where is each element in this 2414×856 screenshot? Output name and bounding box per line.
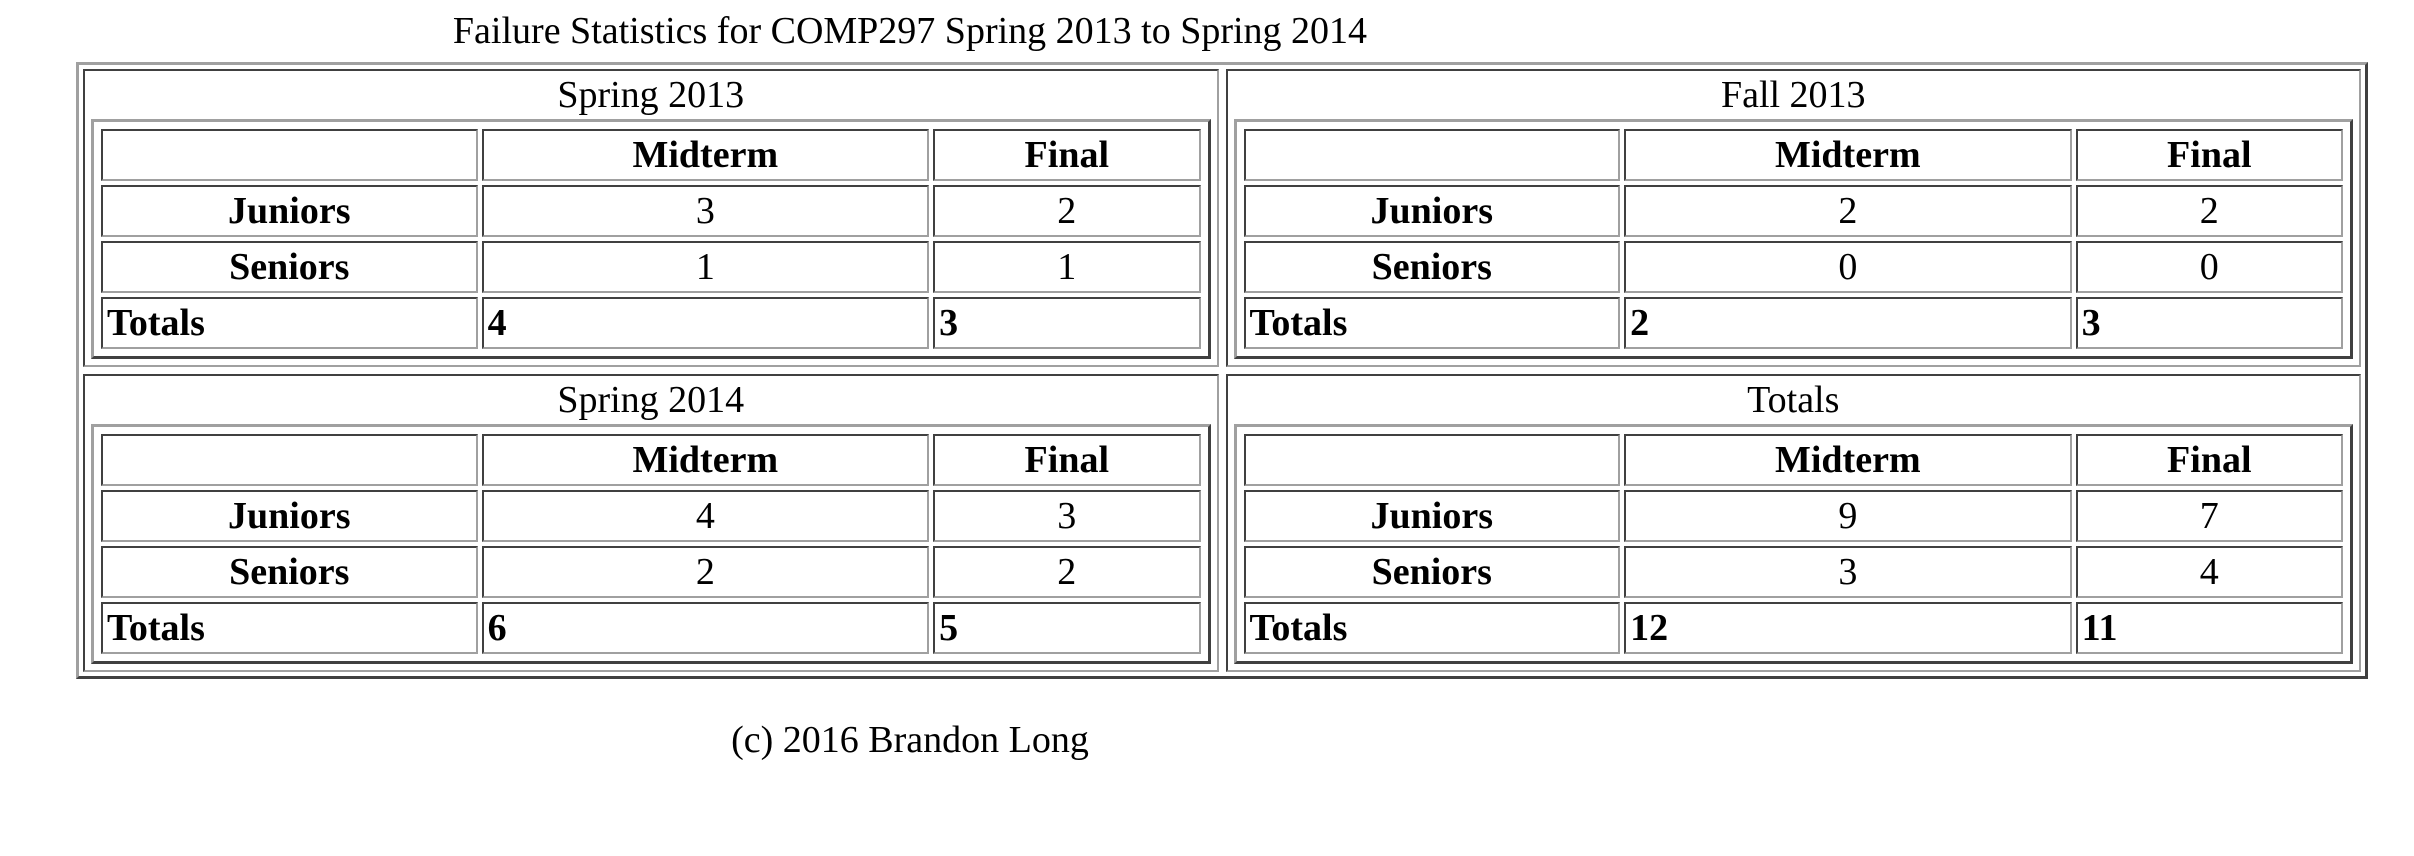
seniors-final-value: 4 — [2075, 546, 2343, 598]
totals-row: Totals 6 5 — [101, 602, 1201, 654]
juniors-label: Juniors — [101, 490, 478, 542]
seniors-midterm-value: 2 — [481, 546, 930, 598]
juniors-final-value: 2 — [2075, 185, 2343, 237]
juniors-midterm-value: 9 — [1624, 490, 2072, 542]
totals-label: Totals — [101, 602, 478, 654]
final-header: Final — [933, 434, 1201, 486]
juniors-midterm-value: 2 — [1624, 185, 2072, 237]
seniors-label: Seniors — [101, 241, 478, 293]
totals-final-value: 3 — [2075, 297, 2343, 349]
blank-header-cell — [101, 434, 478, 486]
seniors-label: Seniors — [101, 546, 478, 598]
juniors-label: Juniors — [101, 185, 478, 237]
term-table: Midterm Final Juniors 4 3 Seniors 2 2 To… — [91, 424, 1211, 664]
totals-label: Totals — [1243, 602, 1621, 654]
term-panel-spring-2014: Spring 2014 Midterm Final Juniors 4 3 Se… — [83, 374, 1219, 672]
header-row: Midterm Final — [1243, 434, 2343, 486]
table-row: Juniors 3 2 — [101, 185, 1201, 237]
table-row: Seniors 1 1 — [101, 241, 1201, 293]
totals-row: Totals 12 11 — [1243, 602, 2343, 654]
totals-midterm-value: 2 — [1624, 297, 2072, 349]
page-title: Failure Statistics for COMP297 Spring 20… — [452, 10, 1368, 52]
seniors-midterm-value: 0 — [1624, 241, 2072, 293]
final-header: Final — [2075, 129, 2343, 181]
blank-header-cell — [1243, 129, 1621, 181]
midterm-header: Midterm — [1624, 129, 2072, 181]
totals-final-value: 5 — [933, 602, 1201, 654]
table-row: Seniors 0 0 — [1243, 241, 2343, 293]
blank-header-cell — [1243, 434, 1621, 486]
term-table: Midterm Final Juniors 3 2 Seniors 1 1 To… — [91, 119, 1211, 359]
header-row: Midterm Final — [1243, 129, 2343, 181]
seniors-final-value: 1 — [933, 241, 1201, 293]
copyright-footer: (c) 2016 Brandon Long — [731, 719, 1089, 761]
header-row: Midterm Final — [101, 129, 1201, 181]
seniors-midterm-value: 3 — [1624, 546, 2072, 598]
juniors-final-value: 7 — [2075, 490, 2343, 542]
final-header: Final — [2075, 434, 2343, 486]
juniors-final-value: 2 — [933, 185, 1201, 237]
seniors-final-value: 2 — [933, 546, 1201, 598]
term-title: Spring 2014 — [557, 379, 745, 421]
seniors-label: Seniors — [1243, 241, 1621, 293]
blank-header-cell — [101, 129, 478, 181]
final-header: Final — [933, 129, 1201, 181]
juniors-label: Juniors — [1243, 185, 1621, 237]
totals-row: Totals 2 3 — [1243, 297, 2343, 349]
term-panel-fall-2013: Fall 2013 Midterm Final Juniors 2 2 Seni… — [1225, 69, 2361, 367]
juniors-midterm-value: 4 — [481, 490, 930, 542]
header-row: Midterm Final — [101, 434, 1201, 486]
term-panel-totals: Totals Midterm Final Juniors 9 7 Seniors… — [1225, 374, 2361, 672]
totals-label: Totals — [1243, 297, 1621, 349]
totals-midterm-value: 12 — [1624, 602, 2072, 654]
statistics-outer-table: Spring 2013 Midterm Final Juniors 3 2 Se… — [76, 62, 2368, 679]
totals-midterm-value: 4 — [481, 297, 930, 349]
juniors-label: Juniors — [1243, 490, 1621, 542]
seniors-label: Seniors — [1243, 546, 1621, 598]
midterm-header: Midterm — [481, 129, 930, 181]
seniors-final-value: 0 — [2075, 241, 2343, 293]
table-row: Seniors 2 2 — [101, 546, 1201, 598]
midterm-header: Midterm — [1624, 434, 2072, 486]
table-row: Juniors 4 3 — [101, 490, 1201, 542]
term-title: Totals — [1747, 379, 1840, 421]
term-table: Midterm Final Juniors 9 7 Seniors 3 4 To… — [1233, 424, 2353, 664]
table-row: Juniors 9 7 — [1243, 490, 2343, 542]
totals-label: Totals — [101, 297, 478, 349]
totals-midterm-value: 6 — [481, 602, 930, 654]
midterm-header: Midterm — [481, 434, 930, 486]
term-title: Spring 2013 — [557, 74, 745, 116]
juniors-final-value: 3 — [933, 490, 1201, 542]
term-table: Midterm Final Juniors 2 2 Seniors 0 0 To… — [1233, 119, 2353, 359]
term-title: Fall 2013 — [1720, 74, 1866, 116]
totals-final-value: 11 — [2075, 602, 2343, 654]
seniors-midterm-value: 1 — [481, 241, 930, 293]
totals-row: Totals 4 3 — [101, 297, 1201, 349]
totals-final-value: 3 — [933, 297, 1201, 349]
table-row: Seniors 3 4 — [1243, 546, 2343, 598]
term-panel-spring-2013: Spring 2013 Midterm Final Juniors 3 2 Se… — [83, 69, 1219, 367]
table-row: Juniors 2 2 — [1243, 185, 2343, 237]
juniors-midterm-value: 3 — [481, 185, 930, 237]
